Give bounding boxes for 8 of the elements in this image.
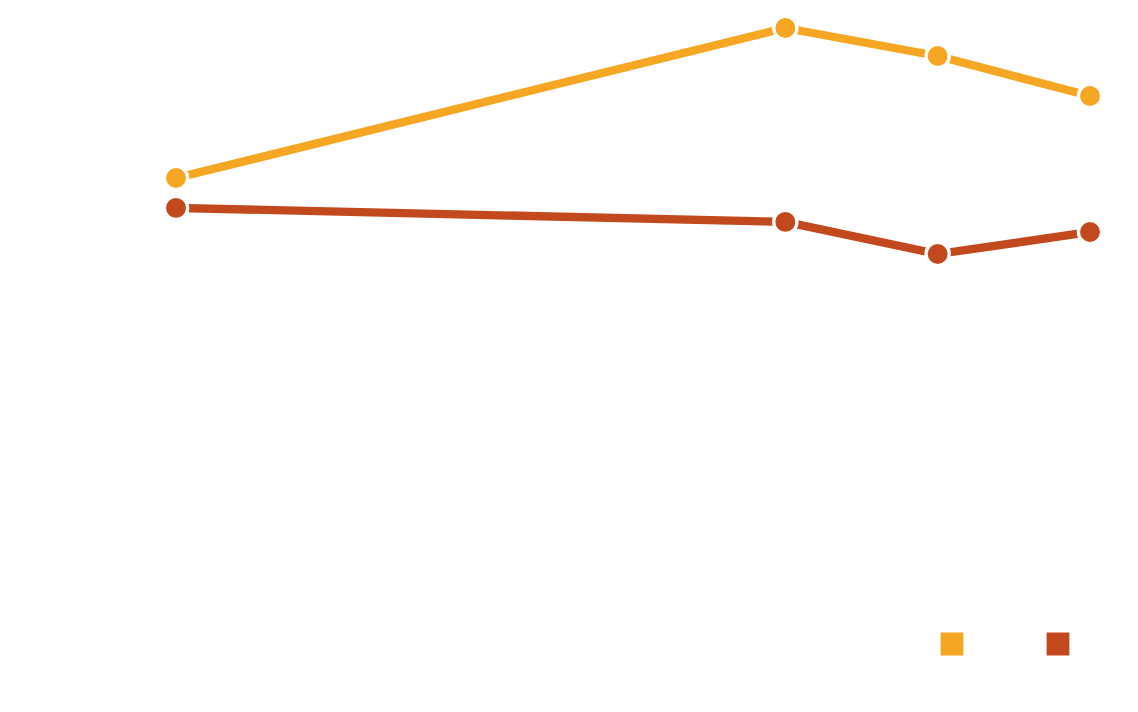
- point: [924, 240, 951, 268]
- point: [772, 14, 799, 42]
- point: [1076, 82, 1104, 110]
- point: [924, 42, 951, 70]
- point: [1076, 218, 1104, 246]
- point: [772, 208, 799, 236]
- point: [162, 194, 190, 222]
- point: [162, 164, 190, 192]
